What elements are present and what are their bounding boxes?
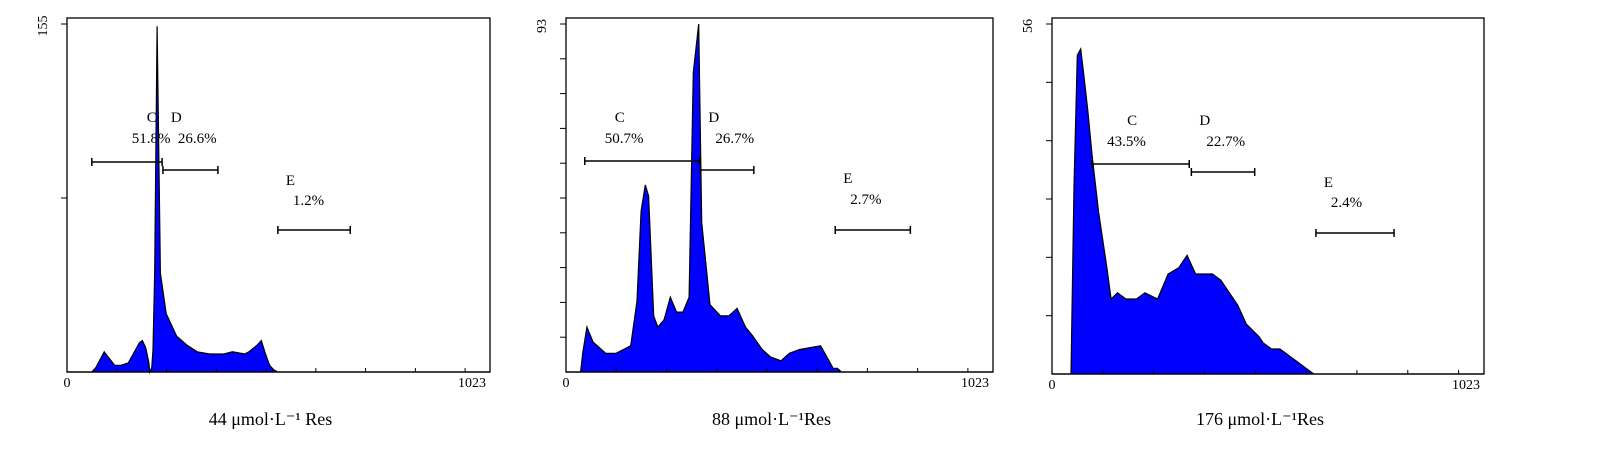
gate-label: C: [615, 110, 625, 126]
gate-percent: 26.7%: [715, 131, 754, 147]
x-tick-label: 0: [563, 376, 570, 391]
gate-percent: 22.7%: [1206, 134, 1245, 150]
gate-label: D: [1199, 113, 1210, 129]
gate-label: E: [843, 171, 852, 187]
gate-percent: 1.2%: [293, 193, 324, 209]
histogram-area: [1052, 47, 1484, 375]
y-max-label: 155: [36, 16, 51, 37]
histogram-area: [566, 23, 993, 373]
x-axis-title: 44 μmol·L⁻¹ Res: [209, 409, 333, 429]
gate-percent: 2.7%: [850, 192, 881, 208]
gate-label: C: [147, 110, 157, 126]
gate-percent: 50.7%: [605, 131, 644, 147]
plot-frame: [66, 17, 491, 373]
gate-percent: 26.6%: [178, 131, 217, 147]
gate-label: D: [171, 110, 182, 126]
x-tick-label: 1023: [1452, 378, 1480, 393]
y-max-label: 56: [1021, 19, 1036, 33]
gate-label: E: [286, 173, 295, 189]
gate-percent: 43.5%: [1107, 134, 1146, 150]
gate-percent: 2.4%: [1331, 195, 1362, 211]
gate-label: C: [1127, 113, 1137, 129]
x-axis-title: 176 μmol·L⁻¹Res: [1196, 409, 1324, 429]
plot-frame: [1051, 17, 1485, 375]
gate-label: D: [708, 110, 719, 126]
gate-label: E: [1324, 175, 1333, 191]
x-axis-title: 88 μmol·L⁻¹Res: [712, 409, 831, 429]
histogram-panel-88: 0 1023 93 C 50.7% D 26.7% E 2.7% 88 μmol·L⁻¹Res: [535, 17, 994, 429]
x-tick-label: 1023: [961, 376, 989, 391]
histogram-area: [67, 26, 490, 375]
x-tick-label: 0: [1049, 378, 1056, 393]
gate-percent: 51.8%: [132, 131, 171, 147]
histogram-panel-44: 0 1023 155 C 51.8%D 26.6% E 1.2% 44 μmol·L⁻¹ Res: [36, 16, 491, 429]
x-tick-label: 1023: [458, 376, 486, 391]
plot-frame: [565, 17, 994, 373]
histogram-panel-176: 0 1023 56 C 43.5% D 22.7% E 2.4% 176 μmol·L⁻¹Res: [1021, 17, 1485, 429]
x-tick-label: 0: [64, 376, 71, 391]
y-max-label: 93: [535, 19, 550, 33]
